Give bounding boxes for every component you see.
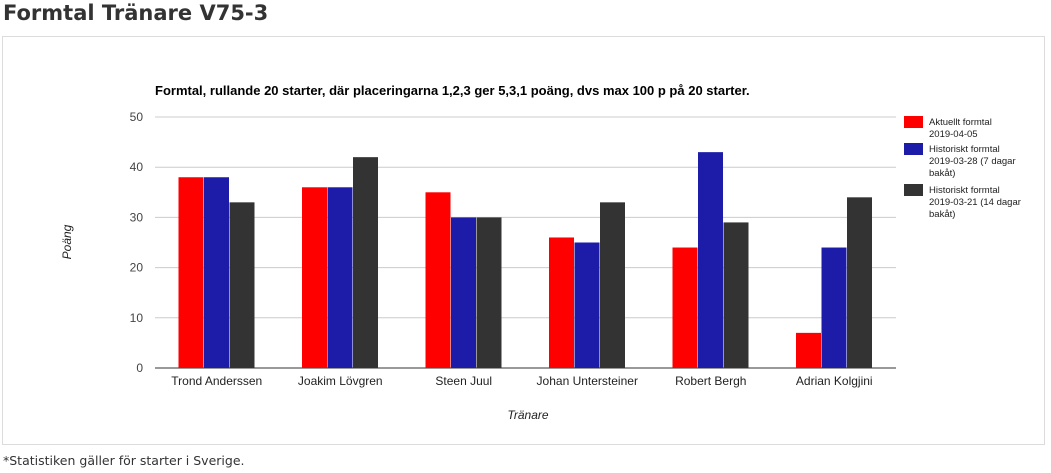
bar xyxy=(796,332,821,368)
bar xyxy=(178,177,204,368)
bar-chart: Formtal, rullande 20 starter, där placer… xyxy=(60,83,1021,422)
bar xyxy=(847,197,872,368)
legend-label: 2019-04-05 xyxy=(929,129,978,140)
x-tick-label: Steen Juul xyxy=(435,374,492,388)
x-tick-label: Adrian Kolgjini xyxy=(796,374,873,388)
page-title: Formtal Tränare V75-3 xyxy=(3,1,269,25)
legend-label: Historiskt formtal xyxy=(929,185,1000,196)
footnote: *Statistiken gäller för starter i Sverig… xyxy=(3,453,245,468)
chart-title: Formtal, rullande 20 starter, där placer… xyxy=(155,83,750,98)
bar xyxy=(204,177,229,368)
bar xyxy=(229,202,255,368)
x-tick-label: Johan Untersteiner xyxy=(537,374,638,388)
legend-label: 2019-03-21 (14 dagar xyxy=(929,197,1021,208)
bar xyxy=(451,217,476,368)
chart-panel: Formtal, rullande 20 starter, där placer… xyxy=(2,36,1045,445)
y-tick-label: 0 xyxy=(136,361,143,375)
legend-label: bakåt) xyxy=(929,209,955,220)
bar xyxy=(425,192,451,368)
bar xyxy=(327,187,353,368)
legend-label: 2019-03-28 (7 dagar xyxy=(929,156,1016,167)
legend-swatch xyxy=(904,143,923,155)
bar xyxy=(698,152,723,368)
bar xyxy=(353,157,378,368)
legend-swatch xyxy=(904,116,923,128)
legend-label: Aktuellt formtal xyxy=(929,117,992,128)
y-tick-label: 50 xyxy=(130,110,144,124)
x-tick-label: Robert Bergh xyxy=(675,374,746,388)
bar xyxy=(821,247,847,368)
y-tick-label: 40 xyxy=(130,160,144,174)
bar xyxy=(549,237,574,368)
y-tick-label: 30 xyxy=(130,210,144,224)
legend-swatch xyxy=(904,184,923,196)
legend-label: bakåt) xyxy=(929,168,955,179)
y-tick-label: 20 xyxy=(130,261,144,275)
bar xyxy=(574,242,600,368)
bar xyxy=(672,247,698,368)
legend-label: Historiskt formtal xyxy=(929,144,1000,155)
bar xyxy=(723,222,749,368)
y-axis-title: Poäng xyxy=(60,224,74,259)
x-tick-label: Trond Anderssen xyxy=(171,374,262,388)
y-tick-label: 10 xyxy=(130,311,144,325)
x-tick-label: Joakim Lövgren xyxy=(298,374,383,388)
bar xyxy=(600,202,625,368)
x-axis-title: Tränare xyxy=(507,408,548,422)
bar xyxy=(476,217,502,368)
bar xyxy=(302,187,327,368)
